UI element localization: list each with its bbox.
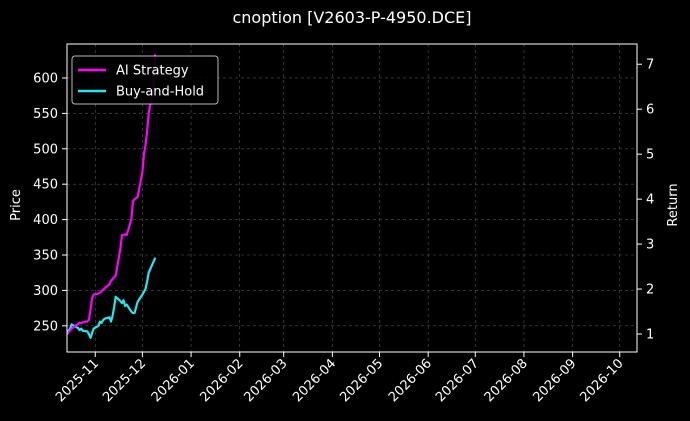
y-tick-label-left: 550 (33, 107, 58, 122)
y-tick-label-right: 6 (646, 103, 654, 118)
grid (67, 44, 637, 352)
y-tick-label-right: 3 (646, 238, 654, 253)
plot-series (67, 54, 157, 339)
legend-box (71, 55, 219, 105)
series-line-ai-strategy (67, 54, 157, 336)
series-line-buy-and-hold (67, 257, 157, 339)
chart-title: cnoption [V2603-P-4950.DCE] (232, 8, 471, 27)
legend-label-ai-strategy: AI Strategy (116, 64, 189, 79)
y-tick-label-left: 250 (33, 319, 58, 334)
y-tick-label-right: 1 (646, 328, 654, 343)
y-tick-label-left: 350 (33, 248, 58, 263)
y-tick-label-left: 300 (33, 284, 58, 299)
y-axis-label-left: Price (9, 189, 24, 221)
y-tick-label-right: 7 (646, 58, 654, 73)
left-y-axis: 250 300 350 400 450 500 550 600 (33, 71, 67, 334)
y-tick-label-right: 4 (646, 193, 654, 208)
y-axis-label-right: Return (666, 183, 681, 226)
y-tick-label-left: 400 (33, 213, 58, 228)
y-tick-label-left: 600 (33, 71, 58, 86)
y-tick-label-left: 500 (33, 142, 58, 157)
y-tick-label-right: 2 (646, 283, 654, 298)
plot-frame (66, 43, 638, 353)
legend: AI Strategy Buy-and-Hold (71, 55, 219, 105)
legend-label-buy-and-hold: Buy-and-Hold (116, 85, 204, 100)
right-y-axis: 1 2 3 4 5 6 7 (637, 58, 654, 343)
y-tick-label-left: 450 (33, 178, 58, 193)
y-tick-label-right: 5 (646, 148, 654, 163)
